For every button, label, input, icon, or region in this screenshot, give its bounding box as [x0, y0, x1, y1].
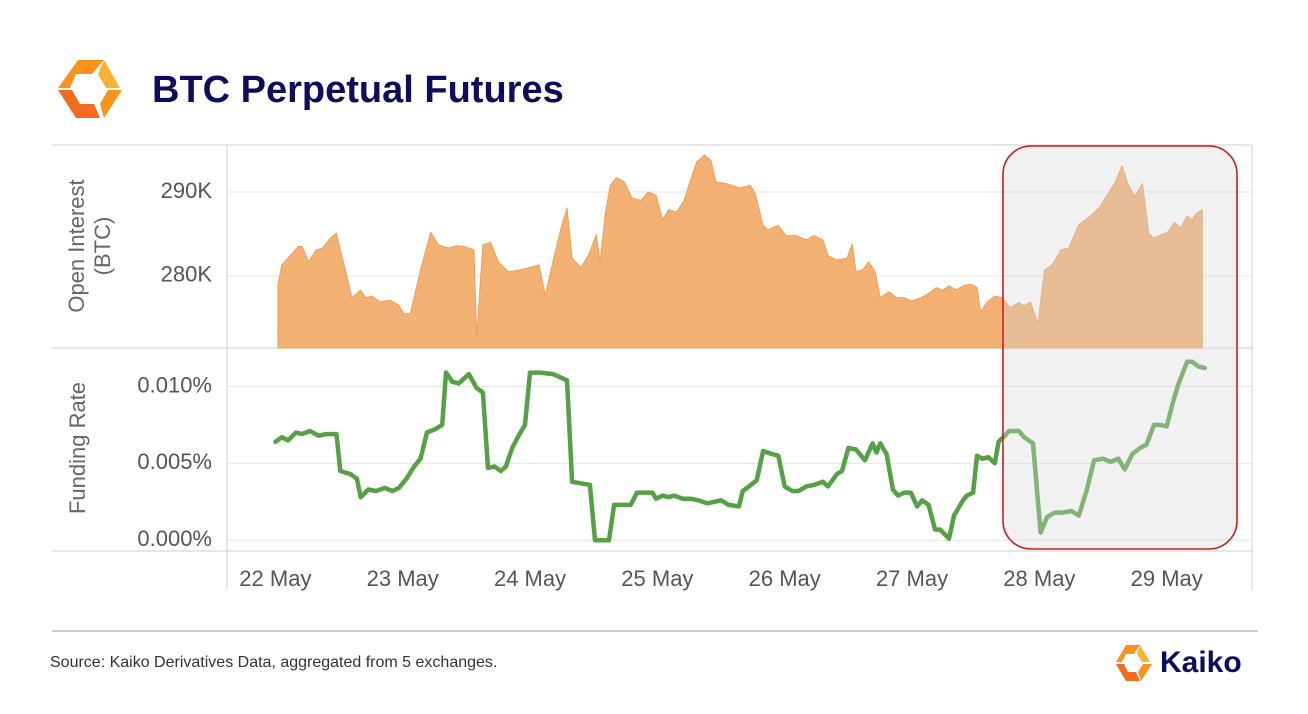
x-tick-label: 26 May: [749, 566, 821, 591]
y-axis-label: Open Interest (BTC): [64, 179, 115, 313]
brand: Kaiko: [1160, 646, 1242, 679]
x-tick-label: 25 May: [621, 566, 693, 591]
y-tick-label: 0.005%: [137, 449, 212, 474]
y-tick-label: 0.000%: [137, 526, 212, 551]
line: [273, 359, 1208, 543]
logo: [58, 60, 122, 118]
x-tick-label: 23 May: [367, 566, 439, 591]
brand-logo: [1116, 645, 1152, 681]
highlight-box: [1002, 145, 1238, 550]
y-tick-label: 290K: [161, 178, 213, 203]
x-tick-label: 27 May: [876, 566, 948, 591]
x-tick-label: 29 May: [1131, 566, 1203, 591]
plot-area: 280K 290K 0.000% 0.005% 0.010% 22 May 23 May 24…: [137, 154, 1252, 591]
source: Source: Kaiko Derivatives Data, aggregat…: [50, 654, 497, 671]
title: BTC Perpetual Futures: [152, 69, 564, 111]
x-tick-label: 24 May: [494, 566, 566, 591]
y-tick-label: 280K: [161, 262, 213, 287]
y-axis-label: Funding Rate: [65, 381, 90, 515]
y-tick-label: 0.010%: [137, 372, 212, 397]
x-tick-label: 28 May: [1003, 566, 1075, 591]
area: [277, 154, 1203, 349]
x-tick-label: 22 May: [239, 566, 311, 591]
